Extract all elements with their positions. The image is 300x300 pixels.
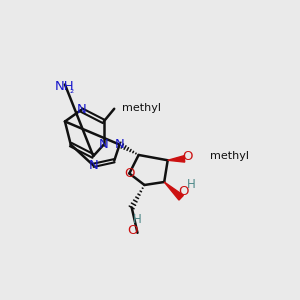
Text: N: N	[76, 103, 86, 116]
Text: O: O	[178, 185, 189, 198]
Text: N: N	[99, 138, 109, 151]
Text: N: N	[115, 138, 124, 151]
Text: methyl: methyl	[210, 151, 249, 161]
Text: H: H	[187, 178, 196, 191]
Text: methyl: methyl	[122, 103, 161, 112]
Text: ₂: ₂	[70, 85, 74, 95]
Text: N: N	[88, 159, 98, 172]
Text: O: O	[127, 224, 138, 236]
Text: H: H	[133, 213, 142, 226]
Text: O: O	[124, 167, 135, 180]
Polygon shape	[164, 182, 183, 200]
Polygon shape	[168, 156, 185, 162]
Text: O: O	[182, 150, 193, 163]
Text: NH: NH	[55, 80, 75, 93]
